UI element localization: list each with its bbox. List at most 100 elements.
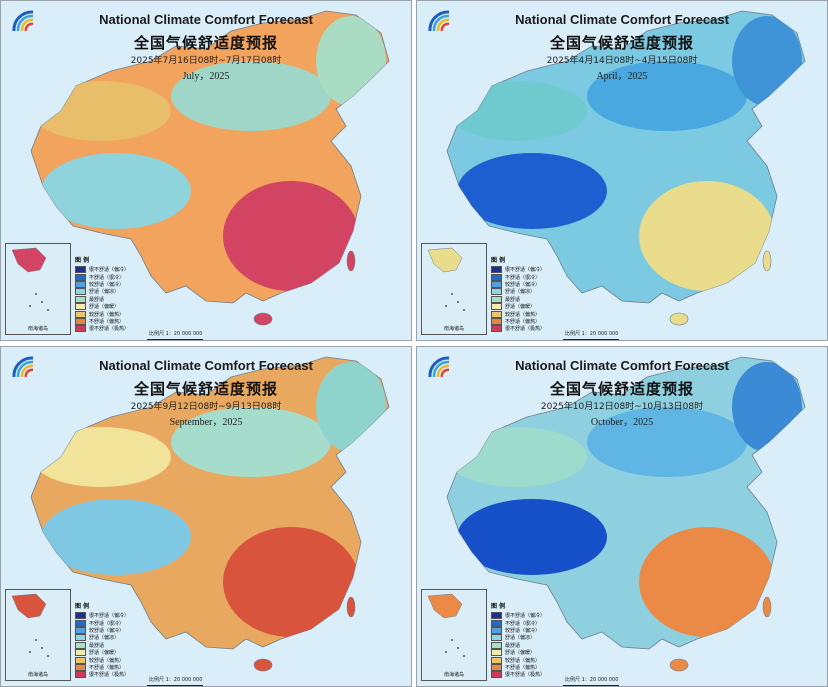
china-map — [446, 356, 806, 672]
date-range: 2025年4月14日08时~4月15日08时 — [546, 56, 698, 66]
taiwan-island — [762, 250, 772, 272]
legend-item: 不舒适（偏热） — [75, 317, 151, 325]
zone-southeast — [639, 181, 775, 291]
legend-label: 舒适（偏暖） — [505, 304, 536, 311]
legend-swatch — [491, 317, 502, 325]
legend-swatch — [75, 612, 86, 620]
legend-swatch — [75, 295, 86, 303]
cma-logo-icon — [12, 10, 34, 32]
taiwan-island — [762, 596, 772, 618]
legend-swatch — [75, 671, 86, 679]
legend-label: 不舒适（偏热） — [89, 664, 125, 671]
legend-label: 不舒适（很冷） — [89, 620, 125, 627]
inset-map — [11, 247, 49, 311]
scale-bar — [147, 339, 203, 340]
legend-swatch — [491, 266, 502, 274]
legend-item: 很不舒适（极热） — [75, 671, 151, 679]
legend-title: 图 例 — [75, 603, 90, 610]
south-china-sea-inset: 南海诸岛 — [5, 589, 71, 681]
legend-swatch — [75, 619, 86, 627]
cma-logo-icon — [428, 356, 450, 378]
cma-logo-icon — [428, 10, 450, 32]
map-panel: National Climate Comfort Forecast 全国气候舒适… — [0, 346, 412, 687]
map-panel: National Climate Comfort Forecast 全国气候舒适… — [0, 0, 412, 341]
legend-label: 舒适（偏暖） — [89, 650, 120, 657]
legend-swatch — [75, 325, 86, 333]
legend-swatch — [491, 656, 502, 664]
legend-item: 不舒适（很冷） — [491, 619, 567, 627]
legend-label: 不舒适（很冷） — [505, 274, 541, 281]
legend-item: 不舒适（很冷） — [491, 273, 567, 281]
zone-north — [171, 407, 331, 477]
legend-swatch — [75, 273, 86, 281]
legend: 图 例 很不舒适（偏冷） 不舒适（很冷） 较舒适（偏冷） 舒适（偏凉） — [75, 601, 151, 679]
month-label: October，2025 — [590, 417, 654, 428]
legend-item: 舒适（偏暖） — [75, 649, 151, 657]
legend-item: 舒适（偏暖） — [491, 649, 567, 657]
scale-label: 比例尺 1：20 000 000 — [565, 677, 619, 683]
legend: 图 例 很不舒适（偏冷） 不舒适（很冷） 较舒适（偏冷） 舒适（偏凉） — [75, 255, 151, 333]
south-china-sea-inset: 南海诸岛 — [421, 243, 487, 335]
legend-item: 很不舒适（偏冷） — [491, 612, 567, 620]
legend-label: 不舒适（偏热） — [505, 318, 541, 325]
legend-item: 很不舒适（偏冷） — [75, 612, 151, 620]
legend-swatch — [75, 317, 86, 325]
zone-northwest — [31, 81, 171, 141]
legend-label: 最舒适 — [505, 296, 521, 303]
south-china-sea-inset: 南海诸岛 — [5, 243, 71, 335]
month-label: September，2025 — [169, 417, 243, 428]
legend-item: 不舒适（偏热） — [491, 663, 567, 671]
inset-label: 南海诸岛 — [443, 326, 464, 332]
legend-item: 舒适（偏凉） — [491, 634, 567, 642]
legend-label: 很不舒适（偏冷） — [89, 613, 130, 620]
legend-label: 舒适（偏凉） — [505, 635, 536, 642]
china-map — [30, 356, 390, 672]
month-label: July，2025 — [182, 71, 230, 82]
legend-swatch — [75, 288, 86, 296]
legend-label: 较舒适（偏热） — [505, 311, 541, 318]
legend-swatch — [491, 325, 502, 333]
inset-label: 南海诸岛 — [27, 672, 48, 678]
zone-tibet — [457, 153, 607, 229]
taiwan-island — [346, 596, 356, 618]
scale-bar — [563, 339, 619, 340]
hainan-island — [669, 658, 689, 672]
inset-map — [427, 593, 465, 657]
china-map — [30, 10, 390, 326]
legend-title: 图 例 — [75, 257, 90, 264]
inset-map — [427, 247, 465, 311]
legend-swatch — [75, 310, 86, 318]
legend-label: 很不舒适（极热） — [505, 326, 546, 333]
legend-swatch — [491, 273, 502, 281]
legend-label: 较舒适（偏热） — [505, 657, 541, 664]
legend-label: 不舒适（偏热） — [89, 318, 125, 325]
legend-swatch — [491, 671, 502, 679]
map-panel: National Climate Comfort Forecast 全国气候舒适… — [416, 346, 828, 687]
legend-item: 很不舒适（极热） — [491, 325, 567, 333]
zone-northwest — [447, 81, 587, 141]
legend-swatch — [491, 295, 502, 303]
zone-tibet — [41, 499, 191, 575]
hainan-island — [669, 312, 689, 326]
legend-item: 舒适（偏凉） — [75, 634, 151, 642]
legend-item: 不舒适（偏热） — [75, 663, 151, 671]
legend-label: 舒适（偏凉） — [89, 635, 120, 642]
legend-label: 不舒适（很冷） — [89, 274, 125, 281]
title-english: National Climate Comfort Forecast — [515, 358, 729, 373]
date-range: 2025年7月16日08时~7月17日08时 — [130, 56, 282, 66]
legend-swatch — [75, 303, 86, 311]
title-chinese: 全国气候舒适度预报 — [549, 34, 694, 52]
scale-label: 比例尺 1：20 000 000 — [565, 331, 619, 337]
legend-item: 较舒适（偏热） — [491, 656, 567, 664]
legend-swatch — [75, 266, 86, 274]
legend-swatch — [491, 288, 502, 296]
scale-bar — [563, 685, 619, 686]
date-range: 2025年10月12日08时~10月13日08时 — [540, 402, 704, 412]
legend-item: 舒适（偏暖） — [75, 303, 151, 311]
legend-item: 舒适（偏凉） — [491, 288, 567, 296]
legend-swatch — [491, 303, 502, 311]
inset-label: 南海诸岛 — [443, 672, 464, 678]
legend-label: 不舒适（很冷） — [505, 620, 541, 627]
legend-title: 图 例 — [491, 603, 506, 610]
legend-item: 最舒适 — [75, 295, 151, 303]
